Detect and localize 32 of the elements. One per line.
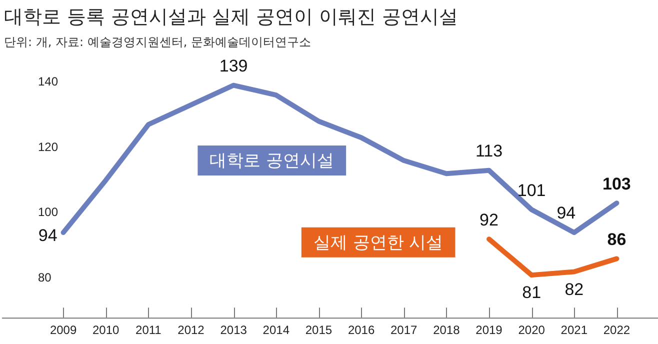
series-label: 대학로 공연시설 [210, 150, 334, 171]
x-tick-label: 2019 [476, 323, 503, 338]
data-label: 82 [564, 280, 584, 299]
x-tick-label: 2017 [390, 323, 418, 338]
x-tick-label: 2018 [433, 323, 460, 338]
data-label: 139 [219, 56, 248, 76]
data-label: 103 [602, 174, 631, 194]
x-tick-label: 2022 [603, 323, 630, 338]
chart-subtitle: 단위: 개, 자료: 예술경영지원센터, 문화예술데이터연구소 [4, 34, 311, 51]
data-label: 94 [38, 226, 58, 246]
x-tick-label: 2009 [50, 323, 77, 338]
x-tick-label: 2020 [518, 323, 546, 338]
x-tick-label: 2016 [348, 323, 375, 338]
data-label: 86 [607, 230, 626, 249]
y-tick-label: 100 [38, 205, 58, 220]
x-tick-label: 2011 [136, 323, 162, 338]
x-tick-label: 2014 [262, 323, 290, 338]
data-label: 81 [522, 283, 542, 302]
x-tick-label: 2013 [220, 323, 248, 338]
data-label: 101 [517, 180, 546, 200]
x-tick-label: 2012 [178, 323, 205, 338]
chart-title: 대학로 등록 공연시설과 실제 공연이 이뤄진 공연시설 [4, 5, 458, 30]
data-label: 94 [556, 204, 576, 223]
y-tick-label: 140 [38, 74, 58, 88]
x-tick-label: 2021 [560, 323, 588, 338]
y-tick-label: 120 [38, 140, 58, 154]
data-label: 113 [475, 142, 503, 161]
y-tick-label: 80 [38, 270, 52, 285]
x-tick-label: 2010 [92, 323, 120, 338]
x-tick-label: 2015 [305, 323, 332, 338]
text: 실제 공연한 시설 [313, 232, 444, 253]
data-label: 92 [480, 210, 498, 230]
